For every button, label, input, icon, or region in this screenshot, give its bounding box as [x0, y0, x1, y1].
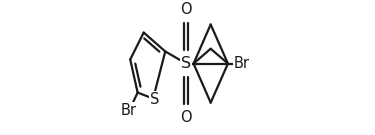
- Text: O: O: [180, 110, 192, 125]
- Text: Br: Br: [121, 103, 136, 118]
- Text: S: S: [181, 56, 191, 71]
- Text: S: S: [150, 92, 159, 107]
- Text: Br: Br: [233, 56, 249, 71]
- Text: O: O: [180, 2, 192, 17]
